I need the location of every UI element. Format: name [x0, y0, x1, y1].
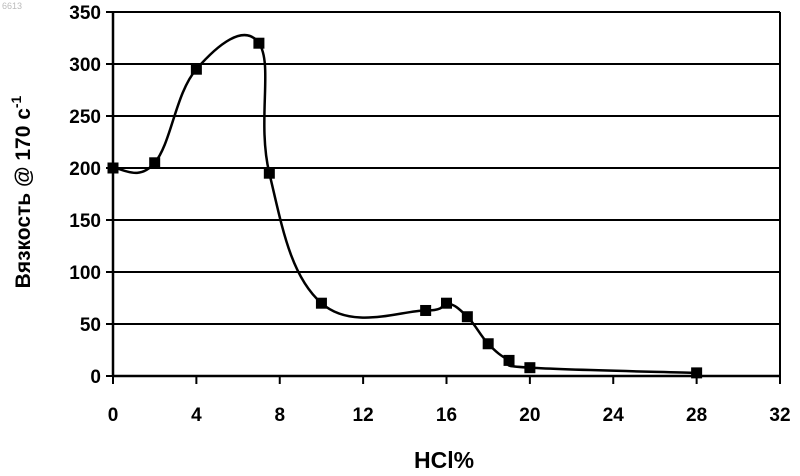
grid-lines	[113, 12, 780, 324]
y-tick-label-200: 200	[69, 159, 101, 180]
y-tick-label-350: 350	[69, 3, 101, 24]
series-line-0	[113, 35, 697, 373]
series-group	[108, 35, 703, 378]
data-point-10	[504, 355, 515, 366]
x-tick-label-32: 32	[769, 405, 790, 426]
data-point-5	[316, 298, 327, 309]
x-tick-label-20: 20	[519, 405, 540, 426]
data-point-6	[420, 305, 431, 316]
y-tick-label-50: 50	[80, 315, 101, 336]
y-axis-title-exponent: -1	[8, 95, 24, 108]
y-tick-label-150: 150	[69, 211, 101, 232]
y-tick-label-300: 300	[69, 55, 101, 76]
axes	[106, 12, 780, 384]
x-tick-label-8: 8	[274, 405, 285, 426]
y-tick-label-0: 0	[90, 367, 101, 388]
x-tick-label-28: 28	[686, 405, 707, 426]
data-point-2	[191, 64, 202, 75]
y-axis-title: Вязкость @ 170 с-1	[8, 95, 35, 288]
corner-mark: 6613	[2, 1, 22, 11]
y-tick-label-100: 100	[69, 263, 101, 284]
x-tick-label-12: 12	[353, 405, 374, 426]
x-tick-label-0: 0	[108, 405, 119, 426]
x-tick-label-4: 4	[191, 405, 202, 426]
data-point-11	[524, 362, 535, 373]
y-tick-label-250: 250	[69, 107, 101, 128]
data-point-3	[253, 38, 264, 49]
data-point-7	[441, 298, 452, 309]
data-point-8	[462, 311, 473, 322]
y-axis-title-text: Вязкость @ 170 с	[12, 108, 35, 289]
tick-labels: 0 50 100 150 200 250 300 350 0 4 8 12 16 20 24 28 32	[69, 3, 790, 426]
data-point-1	[149, 157, 160, 168]
x-tick-label-24: 24	[603, 405, 625, 426]
data-point-9	[483, 338, 494, 349]
data-point-4	[264, 168, 275, 179]
x-tick-label-16: 16	[436, 405, 457, 426]
x-axis-title: HCl%	[414, 447, 474, 473]
